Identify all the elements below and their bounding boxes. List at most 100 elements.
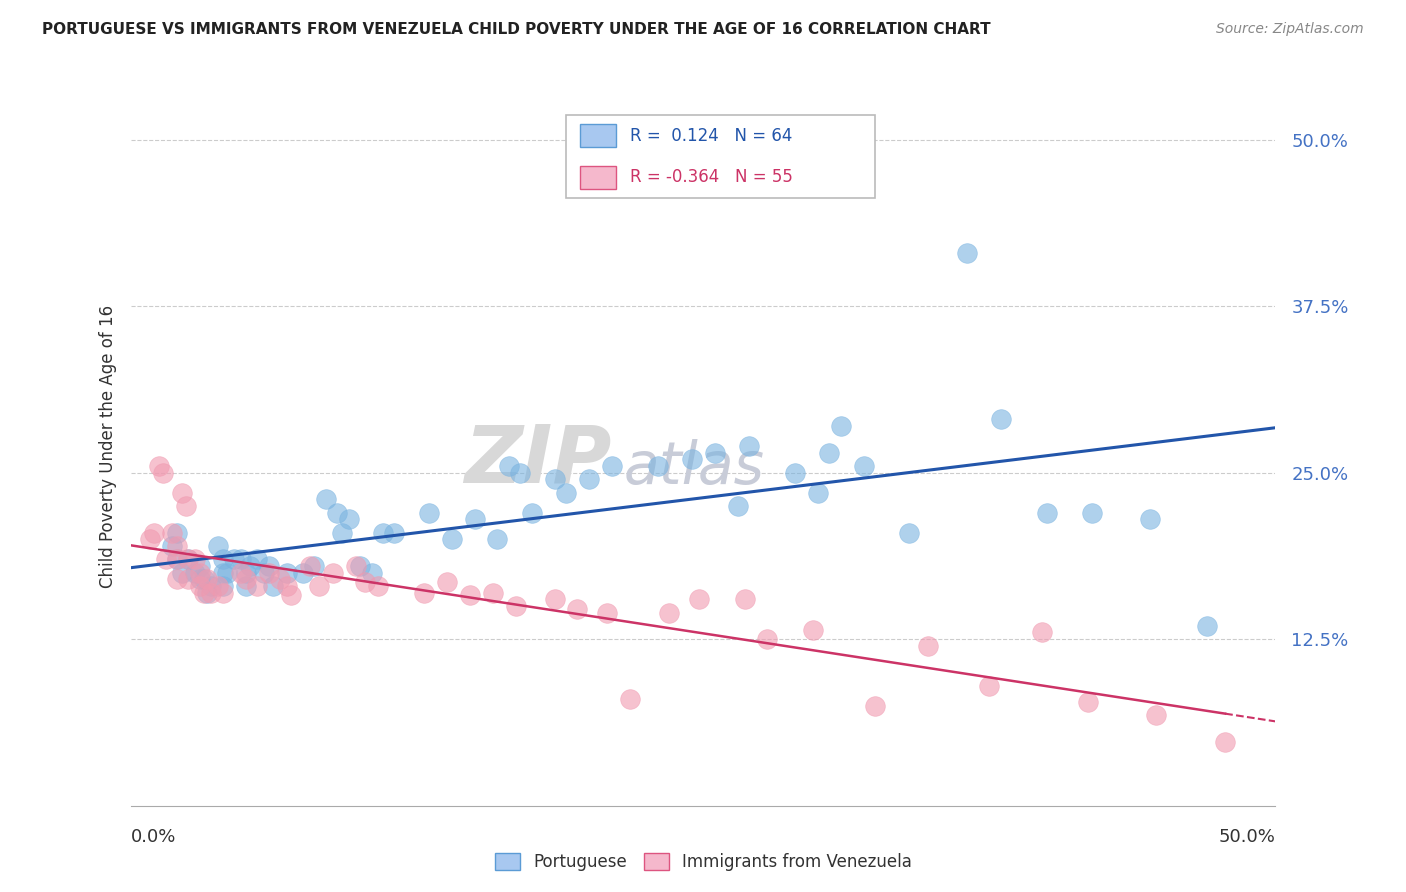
Point bbox=[235, 579, 257, 593]
Point bbox=[1077, 695, 1099, 709]
Point bbox=[727, 499, 749, 513]
Point bbox=[458, 588, 481, 602]
Point bbox=[647, 458, 669, 473]
Text: 50.0%: 50.0% bbox=[1219, 828, 1275, 846]
Point bbox=[291, 566, 314, 580]
Point bbox=[898, 525, 921, 540]
Point bbox=[235, 566, 257, 580]
Point bbox=[555, 485, 578, 500]
Point bbox=[166, 525, 188, 540]
Point bbox=[990, 412, 1012, 426]
Point bbox=[436, 574, 458, 589]
Point bbox=[298, 558, 321, 573]
Point bbox=[349, 558, 371, 573]
Bar bbox=[579, 166, 616, 189]
Point bbox=[246, 552, 269, 566]
Point bbox=[246, 579, 269, 593]
Point bbox=[818, 445, 841, 459]
Text: R = -0.364   N = 55: R = -0.364 N = 55 bbox=[630, 169, 793, 186]
Point bbox=[783, 466, 806, 480]
Point bbox=[1213, 735, 1236, 749]
Point bbox=[344, 558, 367, 573]
Point bbox=[734, 592, 756, 607]
Point bbox=[600, 458, 623, 473]
Text: PORTUGUESE VS IMMIGRANTS FROM VENEZUELA CHILD POVERTY UNDER THE AGE OF 16 CORREL: PORTUGUESE VS IMMIGRANTS FROM VENEZUELA … bbox=[42, 22, 991, 37]
Point bbox=[166, 572, 188, 586]
Point bbox=[229, 566, 252, 580]
Point bbox=[207, 539, 229, 553]
FancyBboxPatch shape bbox=[567, 115, 875, 198]
Point bbox=[807, 485, 830, 500]
Point bbox=[413, 585, 436, 599]
Legend: Portuguese, Immigrants from Venezuela: Portuguese, Immigrants from Venezuela bbox=[489, 848, 917, 877]
Point bbox=[155, 552, 177, 566]
Point bbox=[567, 601, 589, 615]
Point bbox=[619, 692, 641, 706]
Text: 0.0%: 0.0% bbox=[131, 828, 177, 846]
Point bbox=[520, 506, 543, 520]
Point bbox=[188, 566, 211, 580]
Point bbox=[543, 592, 565, 607]
Point bbox=[596, 606, 619, 620]
Point bbox=[498, 458, 520, 473]
Point bbox=[360, 566, 382, 580]
Point bbox=[200, 579, 222, 593]
Point bbox=[239, 558, 262, 573]
Point bbox=[184, 552, 207, 566]
Text: ZIP: ZIP bbox=[464, 421, 612, 500]
Point bbox=[367, 579, 389, 593]
Point bbox=[148, 458, 170, 473]
Point bbox=[188, 572, 211, 586]
Point bbox=[1146, 708, 1168, 723]
Point bbox=[703, 445, 725, 459]
Point bbox=[235, 572, 257, 586]
Point bbox=[979, 679, 1001, 693]
Text: R =  0.124   N = 64: R = 0.124 N = 64 bbox=[630, 127, 793, 145]
Point bbox=[1139, 512, 1161, 526]
Point bbox=[384, 525, 406, 540]
Point bbox=[738, 439, 761, 453]
Point bbox=[418, 506, 440, 520]
Point bbox=[184, 566, 207, 580]
Text: atlas: atlas bbox=[623, 439, 765, 496]
Point bbox=[1035, 506, 1057, 520]
Point bbox=[276, 566, 298, 580]
Point bbox=[211, 579, 233, 593]
Point bbox=[177, 552, 200, 566]
Point bbox=[211, 585, 233, 599]
Point bbox=[262, 579, 284, 593]
Point bbox=[280, 588, 302, 602]
Point bbox=[170, 566, 193, 580]
Point bbox=[188, 579, 211, 593]
Point bbox=[200, 585, 222, 599]
Point bbox=[482, 585, 505, 599]
Point bbox=[371, 525, 394, 540]
Point bbox=[188, 558, 211, 573]
Point bbox=[269, 572, 291, 586]
Point bbox=[174, 499, 197, 513]
Point bbox=[330, 525, 353, 540]
Point bbox=[193, 585, 215, 599]
Point bbox=[257, 558, 280, 573]
Point bbox=[463, 512, 485, 526]
Point bbox=[326, 506, 349, 520]
Point bbox=[308, 579, 330, 593]
Point bbox=[276, 579, 298, 593]
Point bbox=[955, 245, 977, 260]
Point bbox=[211, 552, 233, 566]
Point bbox=[852, 458, 875, 473]
Point bbox=[143, 525, 166, 540]
Point bbox=[162, 525, 184, 540]
Y-axis label: Child Poverty Under the Age of 16: Child Poverty Under the Age of 16 bbox=[100, 304, 117, 588]
Point bbox=[315, 492, 337, 507]
Point bbox=[1081, 506, 1104, 520]
Point bbox=[353, 574, 375, 589]
Point bbox=[681, 452, 703, 467]
Point bbox=[688, 592, 710, 607]
Point bbox=[253, 566, 276, 580]
Point bbox=[578, 472, 600, 486]
Point bbox=[229, 552, 252, 566]
Point bbox=[756, 632, 779, 647]
Point bbox=[505, 599, 527, 613]
Point bbox=[195, 585, 218, 599]
